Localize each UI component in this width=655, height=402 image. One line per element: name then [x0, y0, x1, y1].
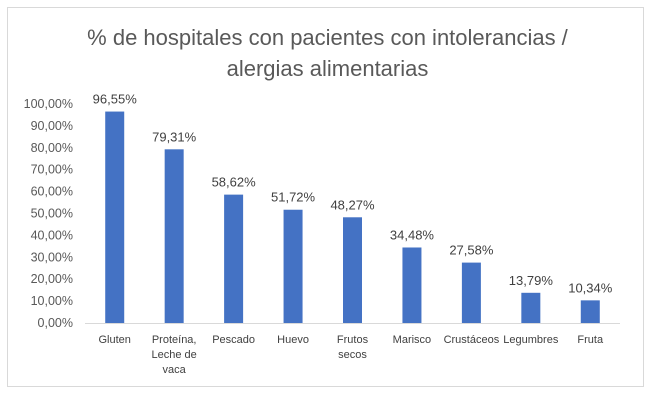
data-label: 10,34% [568, 280, 613, 295]
bar [343, 217, 362, 323]
y-tick-label: 80,00% [31, 141, 73, 155]
chart-title-line-1: % de hospitales con pacientes con intole… [87, 25, 568, 50]
y-tick-label: 60,00% [31, 185, 73, 199]
chart-title-line-2: alergias alimentarias [226, 56, 429, 81]
bar [402, 247, 422, 323]
data-label: 48,27% [330, 197, 375, 212]
bar [521, 292, 541, 323]
y-tick-label: 30,00% [31, 250, 73, 264]
bar [224, 194, 244, 323]
data-label: 96,55% [93, 92, 138, 107]
y-tick-label: 40,00% [31, 228, 73, 242]
category-label: Fruta [577, 334, 604, 346]
category-label: Huevo [277, 334, 309, 346]
category-label: Proteína, [152, 334, 197, 346]
data-label: 51,72% [271, 190, 316, 205]
bar [283, 209, 303, 323]
y-tick-label: 90,00% [31, 119, 73, 133]
bar [164, 149, 184, 323]
chart-title: % de hospitales con pacientes con intole… [0, 22, 655, 84]
data-label: 34,48% [390, 227, 435, 242]
data-label: 79,31% [152, 129, 197, 144]
y-tick-label: 20,00% [31, 272, 73, 286]
bar [580, 300, 600, 323]
category-label: secos [338, 349, 367, 361]
data-label: 58,62% [212, 175, 257, 190]
y-tick-label: 70,00% [31, 163, 73, 177]
bar [105, 111, 125, 323]
data-label: 27,58% [449, 243, 494, 258]
category-label: Crustáceos [444, 334, 500, 346]
category-label: Marisco [393, 334, 432, 346]
y-tick-label: 0,00% [38, 316, 73, 330]
y-tick-label: 10,00% [31, 294, 73, 308]
category-label: Pescado [212, 334, 255, 346]
category-label: vaca [163, 364, 187, 376]
category-label: Gluten [99, 334, 131, 346]
data-label: 13,79% [509, 273, 554, 288]
y-tick-label: 50,00% [31, 207, 73, 221]
y-tick-label: 100,00% [24, 97, 73, 111]
bar [461, 262, 481, 323]
category-label: Legumbres [503, 334, 559, 346]
category-label: Frutos [337, 334, 369, 346]
category-label: Leche de [152, 349, 197, 361]
